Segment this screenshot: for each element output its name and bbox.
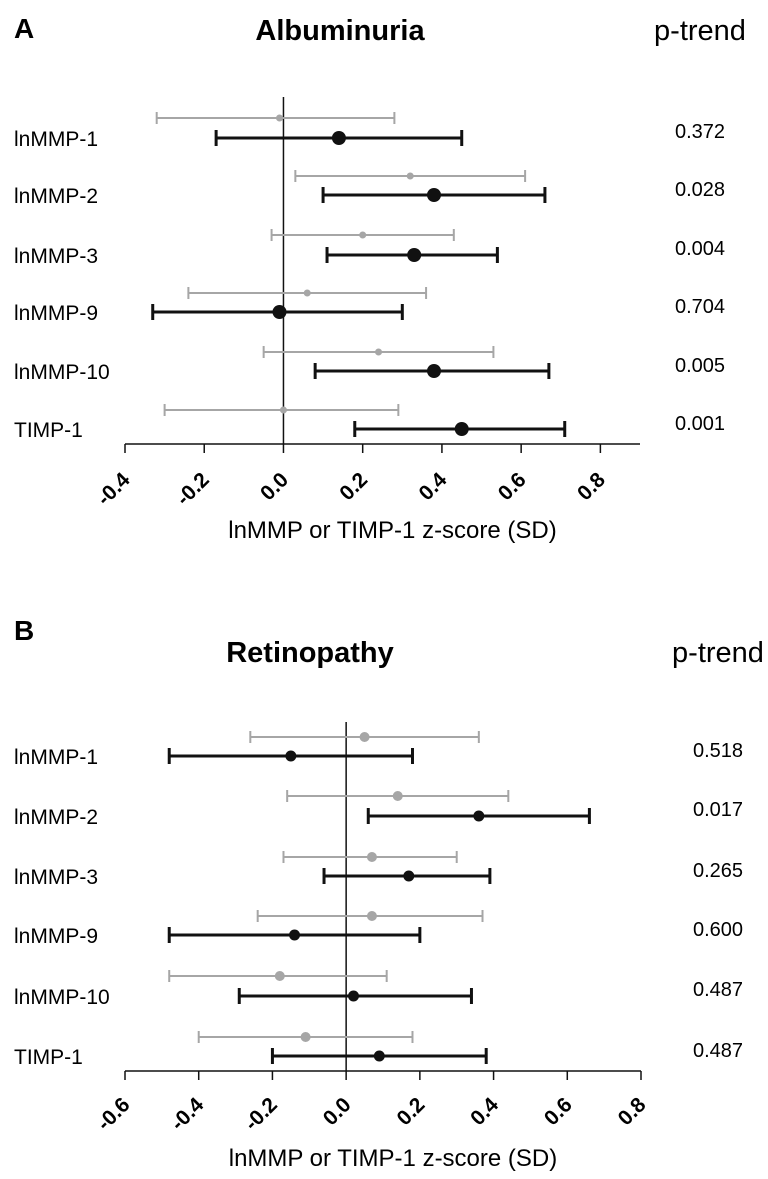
panel-a-x-tick-label: 0.8 [573, 468, 610, 505]
panel-b: B Retinopathy p-trend -0.6 -0.4 -0.2 0.0 0.2 0.4… [14, 615, 764, 1172]
p-trend-value: 0.487 [693, 979, 743, 1001]
panel-b-x-tick-label: 0.8 [614, 1093, 651, 1130]
row-label: lnMMP-1 [14, 746, 98, 769]
panel-a-row: TIMP-1 0.001 [14, 404, 725, 442]
panel-b-x-tick-label: -0.6 [93, 1093, 135, 1135]
point-estimate-black [373, 1050, 385, 1062]
row-label: lnMMP-3 [14, 866, 98, 889]
panel-b-row: TIMP-1 0.487 [14, 1031, 743, 1069]
panel-a-row: lnMMP-1 0.372 [14, 112, 725, 151]
point-estimate-black [348, 990, 360, 1002]
point-estimate-black [473, 810, 485, 822]
point-estimate-gray [366, 911, 377, 921]
p-trend-value: 0.372 [675, 121, 725, 143]
panel-b-letter: B [14, 615, 34, 646]
point-estimate-gray [359, 732, 370, 742]
panel-a-x-tick-label: 0.4 [415, 468, 452, 505]
panel-b-x-axis-label: lnMMP or TIMP-1 z-score (SD) [229, 1145, 558, 1172]
point-estimate-gray [300, 1032, 311, 1042]
point-estimate-gray [366, 852, 377, 862]
panel-a: A Albuminuria p-trend -0.4 -0.2 0.0 0.2 0.4 0.6 0… [14, 13, 746, 544]
point-estimate-gray [392, 791, 403, 801]
point-estimate-gray [279, 406, 287, 414]
p-trend-value: 0.600 [693, 919, 743, 941]
point-estimate-gray [274, 971, 285, 981]
p-trend-value: 0.005 [675, 355, 725, 377]
panel-a-x-tick-label: 0.6 [494, 468, 531, 505]
panel-a-row: lnMMP-10 0.005 [14, 346, 725, 384]
panel-a-row: lnMMP-2 0.028 [14, 170, 725, 208]
panel-b-row: lnMMP-1 0.518 [14, 731, 743, 769]
panel-b-x-tick-label: 0.4 [466, 1093, 503, 1130]
row-label: TIMP-1 [14, 1046, 83, 1069]
p-trend-value: 0.487 [693, 1040, 743, 1062]
panel-b-x-tick-label: 0.2 [392, 1093, 429, 1130]
panel-a-row: lnMMP-9 0.704 [14, 287, 725, 325]
panel-a-title: Albuminuria [255, 15, 425, 47]
point-estimate-black [407, 248, 422, 262]
p-trend-value: 0.704 [675, 296, 725, 318]
panel-b-x-tick-label: -0.2 [240, 1093, 282, 1135]
panel-b-row: lnMMP-3 0.265 [14, 851, 743, 889]
p-trend-value: 0.518 [693, 740, 743, 762]
panel-b-row: lnMMP-10 0.487 [14, 970, 743, 1009]
panel-a-x-tick-label: 0.2 [335, 468, 372, 505]
row-label: lnMMP-2 [14, 185, 98, 208]
point-estimate-gray [276, 114, 283, 122]
panel-b-x-tick-label: -0.4 [166, 1093, 208, 1135]
p-trend-value: 0.004 [675, 238, 725, 260]
row-label: lnMMP-1 [14, 128, 98, 151]
row-label: lnMMP-9 [14, 302, 98, 325]
point-estimate-black [285, 750, 297, 762]
point-estimate-black [427, 364, 441, 378]
point-estimate-gray [303, 289, 311, 297]
panel-a-ptrend-header: p-trend [654, 15, 746, 47]
panel-b-x-tick-label: 0.6 [540, 1093, 577, 1130]
row-label: lnMMP-10 [14, 361, 110, 384]
point-estimate-gray [359, 231, 367, 239]
p-trend-value: 0.028 [675, 179, 725, 201]
panel-b-row: lnMMP-2 0.017 [14, 790, 743, 829]
point-estimate-black [427, 188, 441, 202]
panel-a-x-axis-label: lnMMP or TIMP-1 z-score (SD) [228, 517, 557, 544]
row-label: TIMP-1 [14, 419, 83, 442]
point-estimate-black [403, 870, 415, 882]
p-trend-value: 0.001 [675, 413, 725, 435]
panel-b-x-tick-label: 0.0 [319, 1093, 356, 1130]
point-estimate-black [289, 929, 301, 941]
panel-b-ptrend-header: p-trend [672, 637, 764, 669]
panel-a-row: lnMMP-3 0.004 [14, 229, 725, 268]
point-estimate-gray [406, 172, 414, 180]
panel-a-x-tick-label: -0.4 [93, 468, 135, 510]
row-label: lnMMP-10 [14, 986, 110, 1009]
row-label: lnMMP-3 [14, 245, 98, 268]
point-estimate-gray [375, 348, 383, 356]
p-trend-value: 0.017 [693, 799, 743, 821]
panel-a-letter: A [14, 13, 34, 44]
row-label: lnMMP-9 [14, 925, 98, 948]
panel-b-title: Retinopathy [226, 637, 394, 669]
panel-b-row: lnMMP-9 0.600 [14, 910, 743, 948]
panel-a-x-tick-label: -0.2 [172, 468, 214, 510]
point-estimate-black [454, 422, 469, 436]
point-estimate-black [331, 131, 346, 145]
panel-a-x-tick-label: 0.0 [256, 468, 293, 505]
point-estimate-black [272, 305, 287, 319]
row-label: lnMMP-2 [14, 806, 98, 829]
p-trend-value: 0.265 [693, 860, 743, 882]
